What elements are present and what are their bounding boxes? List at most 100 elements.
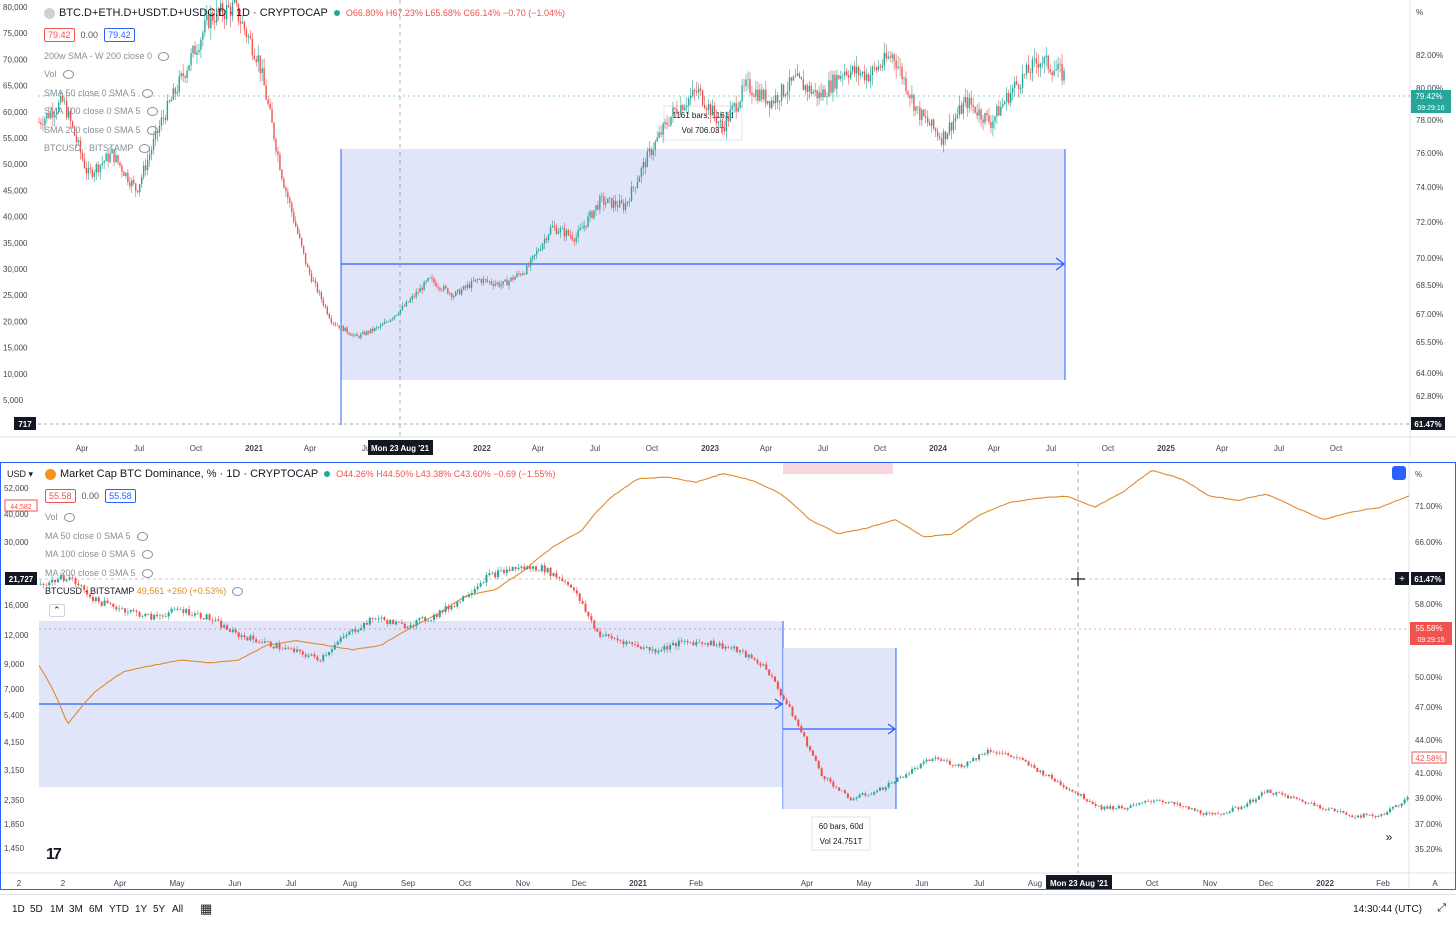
dominance-candle <box>546 567 549 573</box>
dominance-candle <box>683 640 686 642</box>
collapse-legend-button[interactable]: ⌃ <box>49 604 65 617</box>
dominance-candle <box>106 600 109 604</box>
dominance-candle <box>779 688 782 696</box>
eye-icon[interactable] <box>146 107 158 117</box>
btc-candle <box>1000 106 1002 116</box>
btc-candle <box>283 178 285 188</box>
top-chart-canvas[interactable]: 80,000 75,000 70,000 65,000 60,000 55,000 50,0… <box>0 0 1456 458</box>
range-5y[interactable]: 5Y <box>153 904 166 915</box>
indicator-row-ma200[interactable]: MA 200 close 0 SMA 5 <box>45 568 153 579</box>
eye-icon[interactable] <box>232 587 244 597</box>
range-1m[interactable]: 1M <box>50 904 64 915</box>
btc-candle <box>907 91 909 95</box>
dominance-candle <box>669 645 672 650</box>
btc-candle <box>524 273 526 275</box>
btc-candle <box>966 97 968 109</box>
indicator-row-6[interactable]: BTCUSD · BITSTAMP <box>44 143 151 154</box>
range-ytd[interactable]: YTD <box>109 904 129 915</box>
btc-candle <box>812 91 814 94</box>
eye-icon[interactable] <box>141 550 153 560</box>
indicator-row-3[interactable]: SMA 50 close 0 SMA 5 <box>44 88 153 99</box>
currency-selector[interactable]: USD ▾ <box>7 469 34 479</box>
dominance-candle <box>919 763 922 769</box>
eye-icon[interactable] <box>141 89 153 99</box>
btc-candle <box>508 280 510 286</box>
eye-icon[interactable] <box>62 70 74 80</box>
fullscreen-icon[interactable]: ⤢ <box>1437 902 1446 914</box>
btc-candle <box>40 122 42 125</box>
dominance-candle <box>622 641 625 645</box>
dominance-candle <box>1050 774 1053 779</box>
eye-icon[interactable] <box>141 569 153 579</box>
dominance-candle <box>223 625 226 628</box>
range-1d[interactable]: 1D <box>12 904 25 915</box>
time-axis-tick: Nov <box>1203 879 1217 888</box>
indicator-row-1[interactable]: 200w SMA - W 200 close 0 <box>44 51 170 62</box>
dominance-candle <box>1190 808 1193 810</box>
eye-icon[interactable] <box>136 532 148 542</box>
btc-candle <box>354 334 356 335</box>
dominance-candle <box>342 636 345 638</box>
btc-candle <box>482 279 485 283</box>
utc-clock[interactable]: 14:30:44 (UTC) <box>1353 904 1422 915</box>
left-axis-tick: 5,000 <box>3 396 24 405</box>
btc-candle <box>990 122 992 128</box>
dominance-candle <box>153 614 156 620</box>
indicator-row-2[interactable]: Vol <box>44 69 74 80</box>
btc-candle <box>690 95 692 99</box>
eye-icon[interactable] <box>63 513 75 523</box>
range-all[interactable]: All <box>172 904 184 915</box>
range-1y[interactable]: 1Y <box>135 904 148 915</box>
indicator-row-4[interactable]: SMA 100 close 0 SMA 5 <box>44 106 158 117</box>
dominance-candle <box>1406 797 1409 800</box>
indicator-row-ma100[interactable]: MA 100 close 0 SMA 5 <box>45 549 153 560</box>
bottom-chart-canvas[interactable]: 52,000 40,000 30,000 16,000 12,000 9,000 7,000… <box>1 463 1455 889</box>
dominance-candle <box>1310 802 1313 804</box>
bottom-chart-pane[interactable]: 52,000 40,000 30,000 16,000 12,000 9,000 7,000… <box>0 462 1456 890</box>
btc-candle <box>306 264 309 268</box>
range-5d[interactable]: 5D <box>30 904 43 915</box>
btc-candle <box>644 162 647 168</box>
log-scale-toggle: 2 <box>17 879 22 888</box>
dominance-candle <box>330 649 333 652</box>
indicator-row-ma50[interactable]: MA 50 close 0 SMA 5 <box>45 531 148 542</box>
btc-candle <box>869 75 872 82</box>
btc-candle <box>565 230 568 237</box>
indicator-row-5[interactable]: SMA 200 close 0 SMA 5 <box>44 125 158 136</box>
btc-candle <box>891 54 893 58</box>
eye-icon[interactable] <box>146 126 158 136</box>
calendar-icon[interactable]: ▦ <box>200 901 213 916</box>
bottom-symbol[interactable]: Market Cap BTC Dominance, % · 1D · CRYPT… <box>60 468 319 480</box>
dominance-candle <box>715 645 718 647</box>
top-symbol[interactable]: BTC.D+ETH.D+USDT.D+USDC.D · 1D · CRYPTOC… <box>59 7 328 19</box>
eye-icon[interactable] <box>139 144 151 154</box>
top-chart-pane[interactable]: 80,000 75,000 70,000 65,000 60,000 55,000 50,0… <box>0 0 1456 458</box>
sell-price-box[interactable]: 79.42 <box>44 28 75 42</box>
dominance-candle <box>998 752 1001 754</box>
dominance-candle <box>1254 799 1257 802</box>
left-axis-badge-bg <box>14 417 36 430</box>
range-3m[interactable]: 3M <box>69 904 83 915</box>
left-axis-tick: 40,000 <box>4 510 29 519</box>
btc-candle <box>824 89 826 98</box>
time-axis-tick: Apr <box>801 879 814 888</box>
btc-candle <box>865 74 868 81</box>
indicator-row-vol[interactable]: Vol <box>45 512 75 523</box>
dominance-candle <box>1348 814 1351 816</box>
buy-price-box[interactable]: 55.58 <box>105 489 136 503</box>
btc-candle <box>1059 63 1061 65</box>
btc-candle <box>543 238 546 244</box>
btc-candle <box>614 200 617 206</box>
btc-candle <box>968 97 970 109</box>
btc-legend-row[interactable]: BTCUSD · BITSTAMP 49,561 +260 (+0.53%) <box>45 586 244 597</box>
range-6m[interactable]: 6M <box>89 904 103 915</box>
btc-candle <box>97 164 99 173</box>
dominance-candle <box>671 642 675 646</box>
eye-icon[interactable] <box>158 52 170 62</box>
btc-candle <box>832 74 834 93</box>
btc-candle <box>117 155 119 163</box>
buy-price-box[interactable]: 79.42 <box>104 28 135 42</box>
dominance-candle <box>1287 795 1290 799</box>
dominance-candle <box>1021 758 1024 760</box>
sell-price-box[interactable]: 55.58 <box>45 489 76 503</box>
